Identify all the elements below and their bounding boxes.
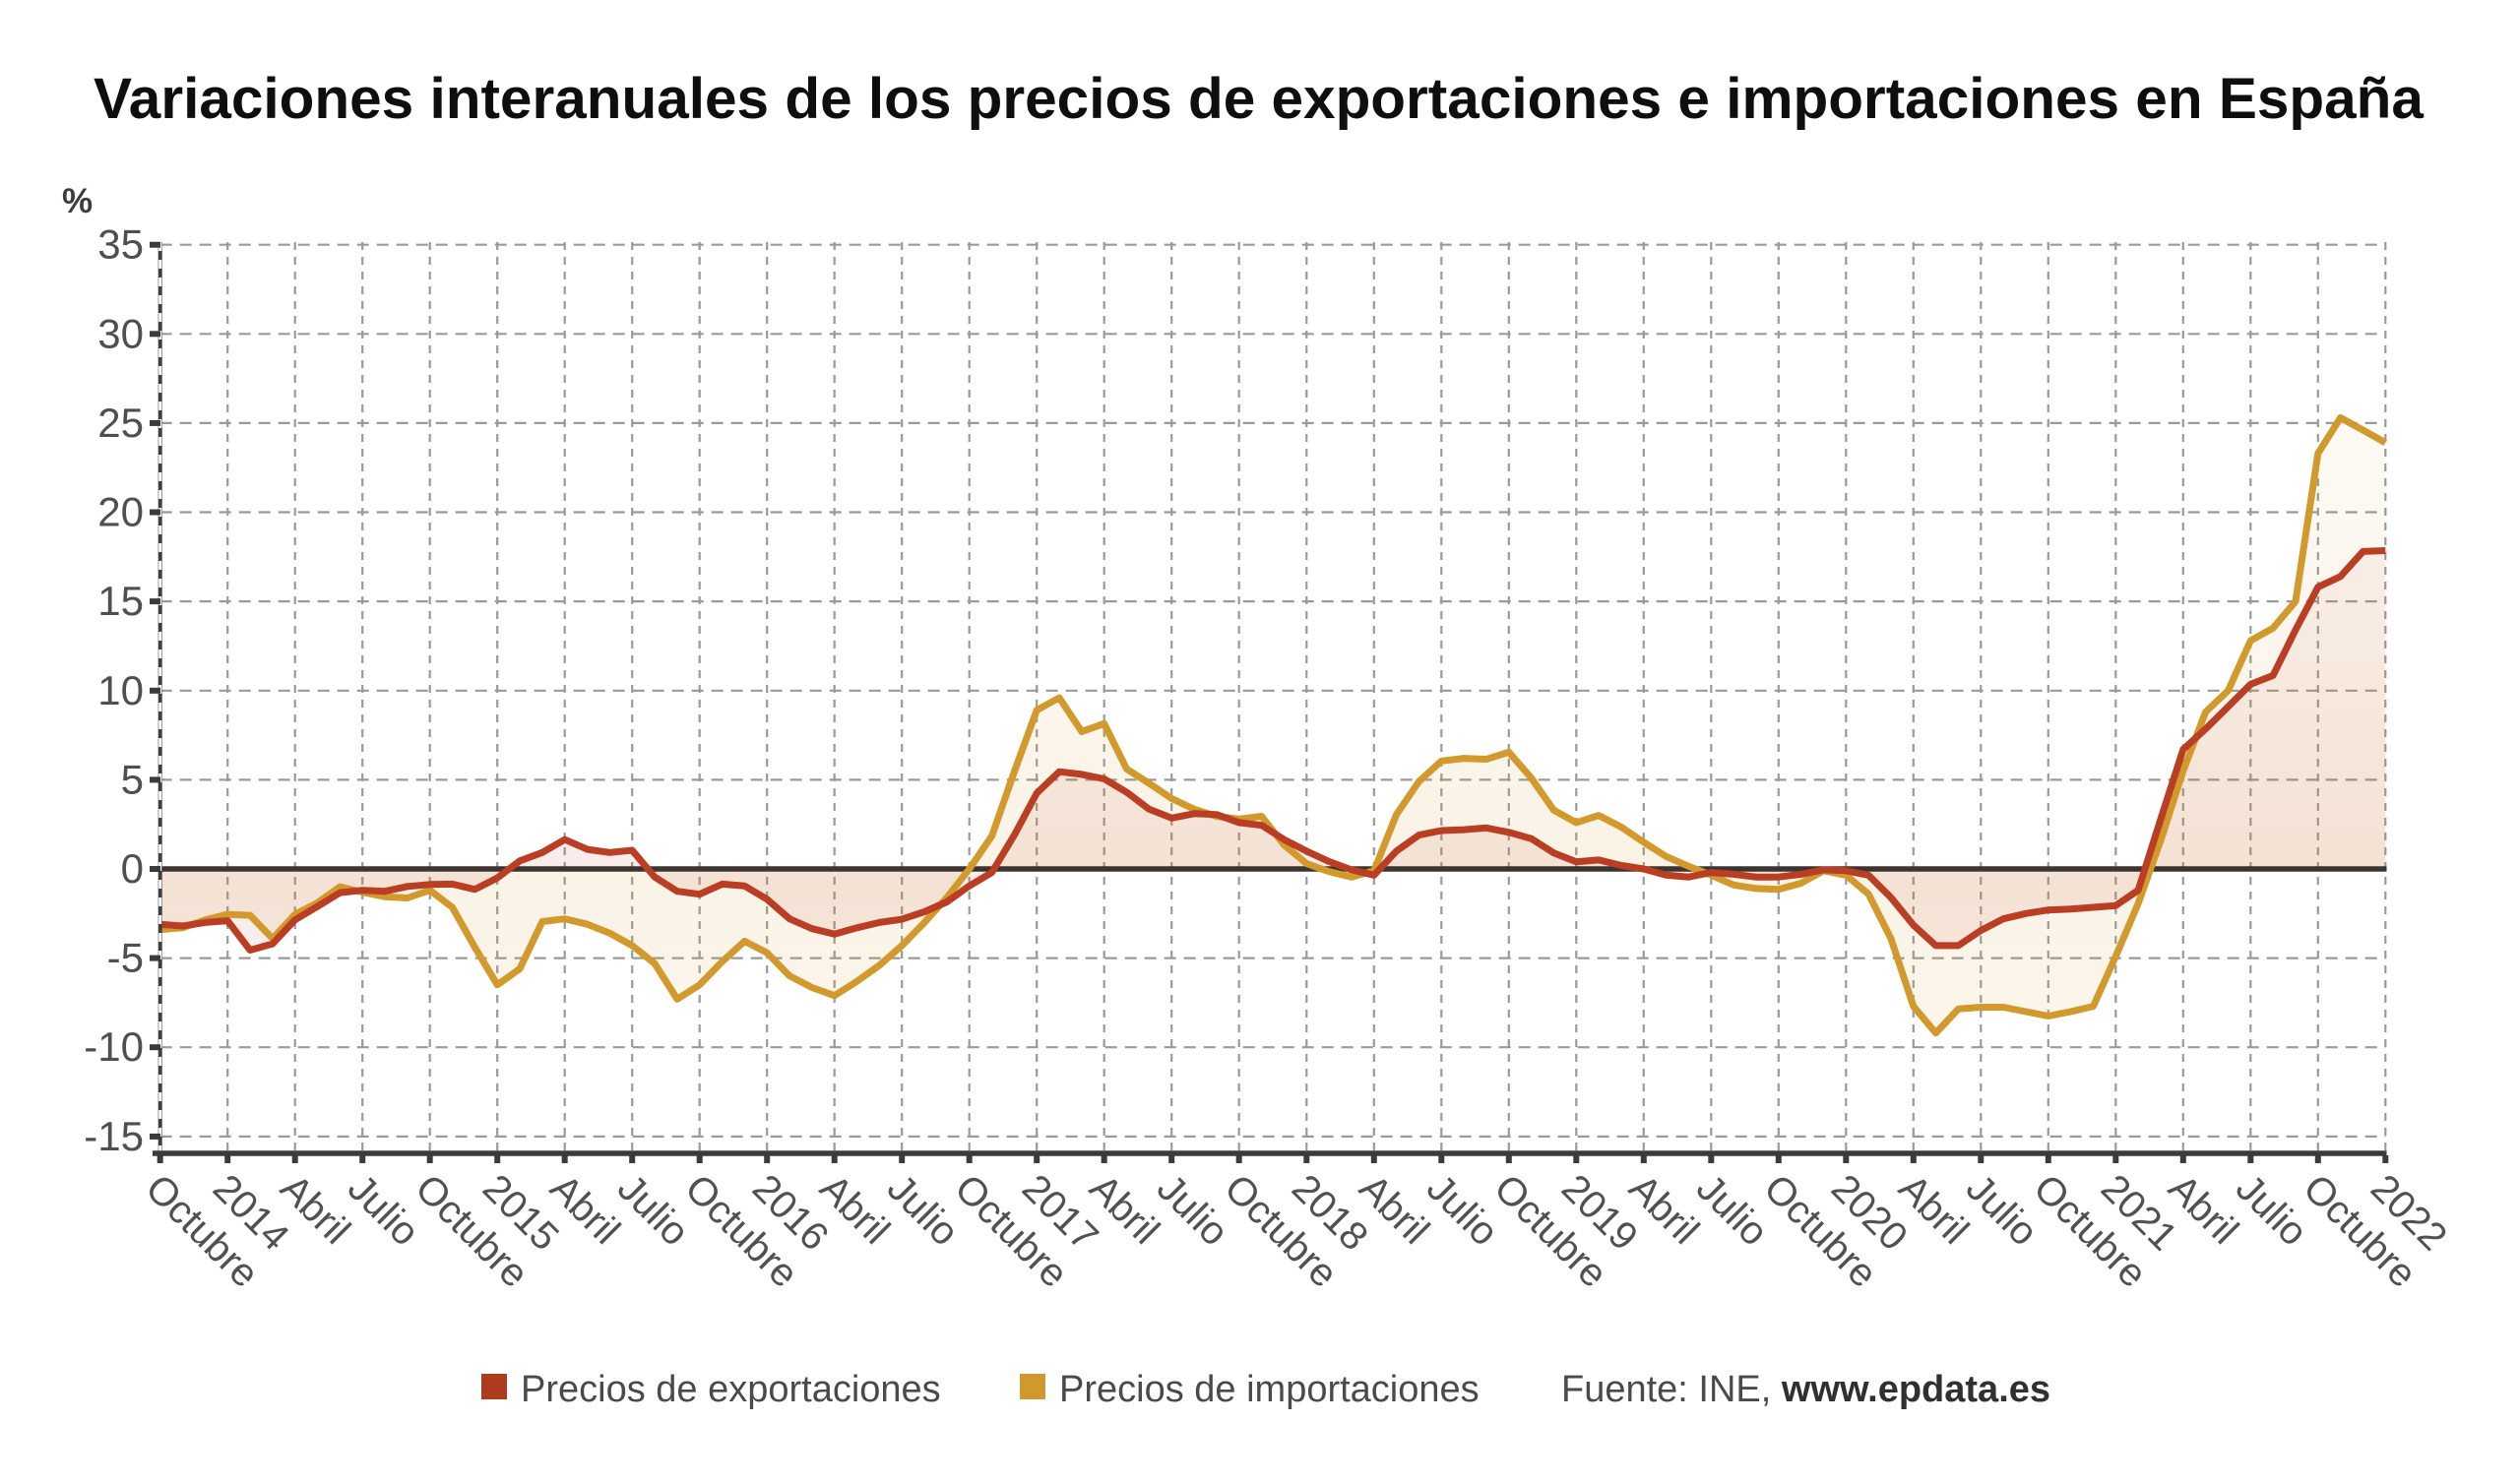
svg-text:-5: -5: [107, 935, 144, 981]
svg-text:%: %: [62, 182, 93, 220]
svg-text:-10: -10: [84, 1023, 144, 1070]
svg-text:Precios de importaciones: Precios de importaciones: [1059, 1369, 1480, 1410]
svg-text:35: 35: [97, 221, 144, 268]
svg-text:Precios de exportaciones: Precios de exportaciones: [521, 1369, 941, 1410]
svg-text:Fuente: INE, www.epdata.es: Fuente: INE, www.epdata.es: [1561, 1369, 2050, 1410]
svg-text:25: 25: [97, 400, 144, 446]
svg-text:0: 0: [121, 845, 144, 892]
svg-text:30: 30: [97, 310, 144, 356]
svg-text:5: 5: [121, 756, 144, 802]
svg-text:-15: -15: [84, 1113, 144, 1159]
svg-text:15: 15: [97, 578, 144, 624]
svg-text:10: 10: [97, 667, 144, 713]
svg-text:Variaciones interanuales de lo: Variaciones interanuales de los precios …: [94, 67, 2424, 131]
svg-text:20: 20: [97, 489, 144, 535]
